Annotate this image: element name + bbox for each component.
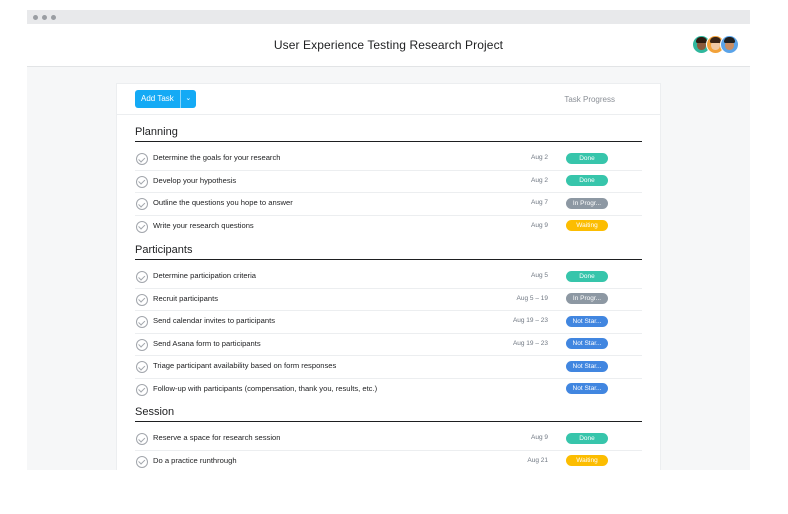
task-name[interactable]: Determine participation criteria xyxy=(153,271,256,280)
checkmark-circle-icon[interactable] xyxy=(136,316,148,328)
task-name[interactable]: Reserve a space for research session xyxy=(153,433,281,442)
window-maximize-dot[interactable] xyxy=(51,14,56,20)
task-row[interactable]: Triage participant availability based on… xyxy=(135,356,642,379)
page-title: User Experience Testing Research Project xyxy=(273,38,504,52)
task-progress-column-header[interactable]: Task Progress xyxy=(564,95,615,104)
section-title[interactable]: Session xyxy=(135,404,642,422)
task-row[interactable]: Recruit participants Aug 5 – 19 In Progr..… xyxy=(135,289,642,311)
add-task-button[interactable]: Add Task xyxy=(135,90,181,108)
task-due-date[interactable]: Aug 2 xyxy=(531,154,548,161)
section-participants: Participants Determine participation crit… xyxy=(135,242,642,400)
window-minimize-dot[interactable] xyxy=(42,14,47,20)
task-name[interactable]: Send calendar invites to participants xyxy=(153,316,275,325)
task-name[interactable]: Send Asana form to participants xyxy=(153,338,261,348)
task-due-date[interactable]: Aug 7 xyxy=(531,199,548,206)
task-name[interactable]: Outline the questions you hope to answer xyxy=(153,198,293,207)
task-name[interactable]: Do a practice runthrough xyxy=(153,455,237,465)
member-avatars[interactable] xyxy=(692,35,739,54)
status-badge[interactable]: Not Star... xyxy=(566,360,608,372)
task-row[interactable]: Write your research questions Aug 9 Waitin… xyxy=(135,216,642,238)
chevron-down-icon[interactable]: ⌄ xyxy=(180,90,196,108)
avatar-hair xyxy=(710,37,721,43)
toolbar: Add Task ⌄ Task Progress xyxy=(117,84,660,115)
avatar-face xyxy=(711,40,720,50)
task-due-date[interactable]: Aug 5 xyxy=(531,272,548,279)
checkmark-circle-icon[interactable] xyxy=(136,338,148,351)
status-badge[interactable]: Done xyxy=(566,270,608,282)
project-header: User Experience Testing Research Project xyxy=(27,24,750,67)
avatar-face xyxy=(697,40,706,50)
avatar-hair xyxy=(724,37,735,43)
task-row[interactable]: Reserve a space for research session Aug … xyxy=(135,428,642,451)
status-badge[interactable]: Not Star... xyxy=(566,383,608,394)
task-row[interactable]: Develop your hypothesis Aug 2 Done xyxy=(135,171,642,193)
checkmark-circle-icon[interactable] xyxy=(136,153,148,165)
checkmark-circle-icon[interactable] xyxy=(136,198,148,210)
task-row[interactable]: Outline the questions you hope to answer… xyxy=(135,193,642,216)
task-row[interactable]: Send calendar invites to participants Aug… xyxy=(135,311,642,334)
task-name[interactable]: Write your research questions xyxy=(153,220,254,230)
task-list-card: Add Task ⌄ Task Progress Planning Determi… xyxy=(117,84,660,470)
avatar-face xyxy=(725,40,734,50)
task-name[interactable]: Determine the goals for your research xyxy=(153,153,281,162)
section-title[interactable]: Planning xyxy=(135,124,642,142)
task-list: Determine the goals for your research Aug… xyxy=(135,148,642,237)
status-badge[interactable]: In Progr... xyxy=(566,197,608,209)
window-chrome xyxy=(27,10,750,24)
task-name[interactable]: Develop your hypothesis xyxy=(153,175,237,185)
task-name[interactable]: Triage participant availability based on… xyxy=(153,361,337,370)
section-planning: Planning Determine the goals for your res… xyxy=(135,124,642,237)
avatar[interactable] xyxy=(720,35,739,54)
task-due-date[interactable]: Aug 19 – 23 xyxy=(512,339,548,347)
task-name[interactable]: Follow-up with participants (compensatio… xyxy=(153,383,378,393)
task-due-date[interactable]: Aug 21 xyxy=(527,456,548,464)
status-badge[interactable]: Waiting xyxy=(566,220,608,231)
task-row[interactable]: Do a practice runthrough Aug 21 Waiting xyxy=(135,451,642,471)
section-session: Session Reserve a space for research sess… xyxy=(135,404,642,470)
checkmark-circle-icon[interactable] xyxy=(136,433,148,445)
checkmark-circle-icon[interactable] xyxy=(136,220,148,233)
section-title[interactable]: Participants xyxy=(135,242,642,260)
status-badge[interactable]: Waiting xyxy=(566,455,608,466)
status-badge[interactable]: Not Star... xyxy=(566,338,608,349)
status-badge[interactable]: Not Star... xyxy=(566,315,608,327)
status-badge[interactable]: Done xyxy=(566,175,608,186)
task-row[interactable]: Send Asana form to participants Aug 19 – … xyxy=(135,334,642,356)
status-badge[interactable]: In Progr... xyxy=(566,293,608,304)
task-row[interactable]: Determine the goals for your research Aug… xyxy=(135,148,642,171)
checkmark-circle-icon[interactable] xyxy=(136,383,148,396)
task-due-date[interactable]: Aug 9 xyxy=(531,221,548,229)
task-due-date[interactable]: Aug 2 xyxy=(531,176,548,184)
window-close-dot[interactable] xyxy=(33,14,38,20)
checkmark-circle-icon[interactable] xyxy=(136,361,148,373)
task-name[interactable]: Recruit participants xyxy=(153,293,218,303)
task-list: Determine participation criteria Aug 5 Don… xyxy=(135,266,642,400)
task-due-date[interactable]: Aug 5 – 19 xyxy=(516,294,548,302)
checkmark-circle-icon[interactable] xyxy=(136,293,148,306)
task-list: Reserve a space for research session Aug … xyxy=(135,428,642,470)
checkmark-circle-icon[interactable] xyxy=(136,455,148,468)
checkmark-circle-icon[interactable] xyxy=(136,271,148,283)
status-badge[interactable]: Done xyxy=(566,432,608,444)
task-due-date[interactable]: Aug 9 xyxy=(531,434,548,441)
add-task-split-button: Add Task ⌄ xyxy=(135,90,196,108)
status-badge[interactable]: Done xyxy=(566,152,608,164)
app-window: User Experience Testing Research Project… xyxy=(27,10,750,470)
task-row[interactable]: Determine participation criteria Aug 5 Don… xyxy=(135,266,642,289)
avatar-hair xyxy=(696,37,707,43)
task-row[interactable]: Follow-up with participants (compensatio… xyxy=(135,379,642,401)
checkmark-circle-icon[interactable] xyxy=(136,175,148,188)
task-due-date[interactable]: Aug 19 – 23 xyxy=(512,317,548,324)
